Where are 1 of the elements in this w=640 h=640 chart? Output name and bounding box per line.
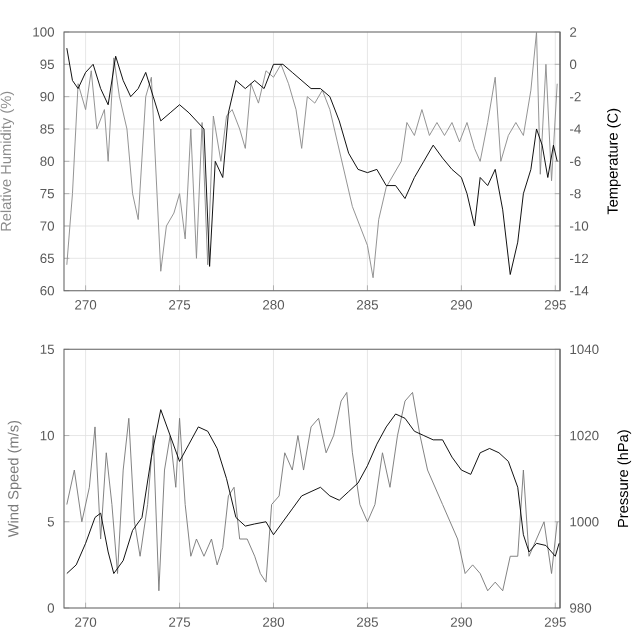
line-series <box>66 409 560 574</box>
